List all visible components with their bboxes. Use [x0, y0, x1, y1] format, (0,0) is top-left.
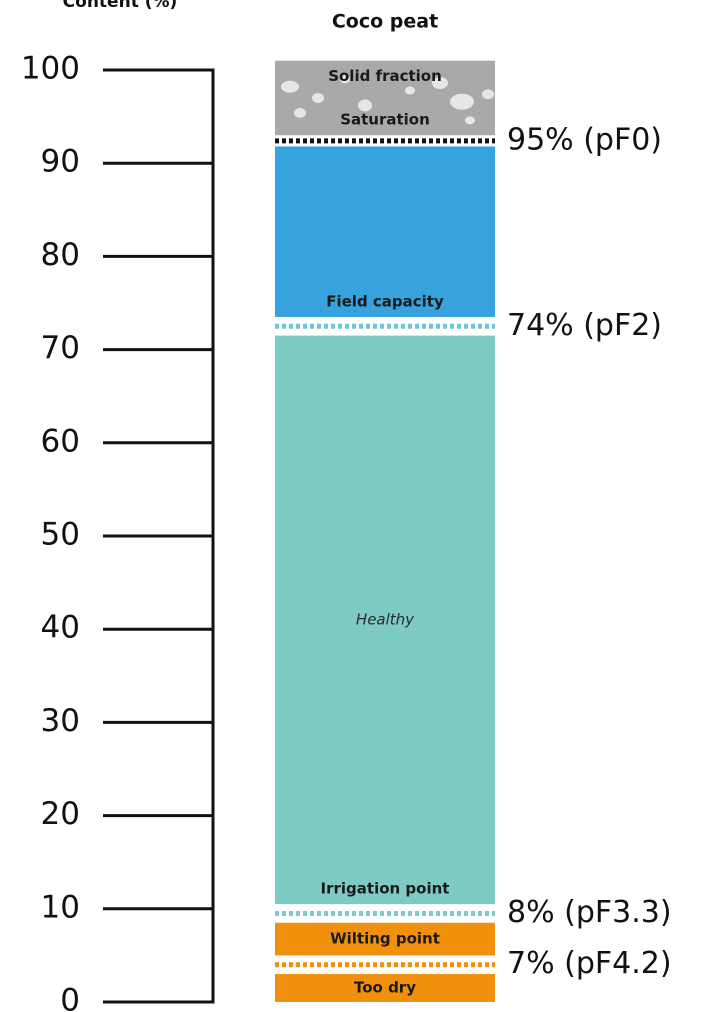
- y-tick-label: 20: [41, 796, 80, 832]
- pebble: [294, 107, 306, 118]
- pebble: [482, 89, 494, 100]
- band-label: Field capacity: [326, 292, 444, 310]
- pebble: [405, 86, 415, 95]
- y-tick-label: 40: [41, 610, 80, 646]
- pebble: [465, 116, 475, 125]
- band-label: Wilting point: [330, 930, 440, 948]
- band-label: Healthy: [356, 610, 415, 628]
- chart-title: Coco peat: [332, 11, 438, 33]
- threshold-note: 74% (pF2): [507, 308, 662, 343]
- y-tick-label: 80: [41, 237, 80, 273]
- y-tick-label: 10: [41, 889, 80, 925]
- band-label: Irrigation point: [321, 880, 450, 898]
- band-label: Too dry: [354, 979, 416, 997]
- y-tick-label: 50: [41, 517, 80, 553]
- pebble: [450, 93, 474, 110]
- threshold-note: 7% (pF4.2): [507, 946, 672, 981]
- pebble: [340, 75, 350, 84]
- threshold-note: 95% (pF0): [507, 122, 662, 157]
- y-axis-label: Content (%): [63, 0, 178, 12]
- y-tick-label: 90: [41, 144, 80, 180]
- pebble: [358, 99, 372, 112]
- band-label: Solid fraction: [328, 67, 442, 85]
- y-tick-label: 0: [60, 983, 80, 1012]
- pebble: [432, 77, 448, 90]
- pebble: [312, 92, 324, 103]
- y-tick-label: 100: [21, 51, 80, 87]
- threshold-note: 8% (pF3.3): [507, 895, 672, 930]
- band-label: Saturation: [340, 111, 430, 129]
- band: [275, 146, 495, 317]
- axis: 0 10 20 30 40 50 60 70 80 90 100: [21, 51, 215, 1012]
- y-tick-label: 30: [41, 703, 80, 739]
- bands: Solid fraction Saturation 95% (pF0) Field c…: [275, 60, 672, 1002]
- band: [275, 335, 495, 905]
- band: [275, 922, 495, 956]
- y-tick-label: 70: [41, 330, 80, 366]
- y-tick-label: 60: [41, 423, 80, 459]
- band: [275, 974, 495, 1002]
- pebble: [281, 80, 299, 93]
